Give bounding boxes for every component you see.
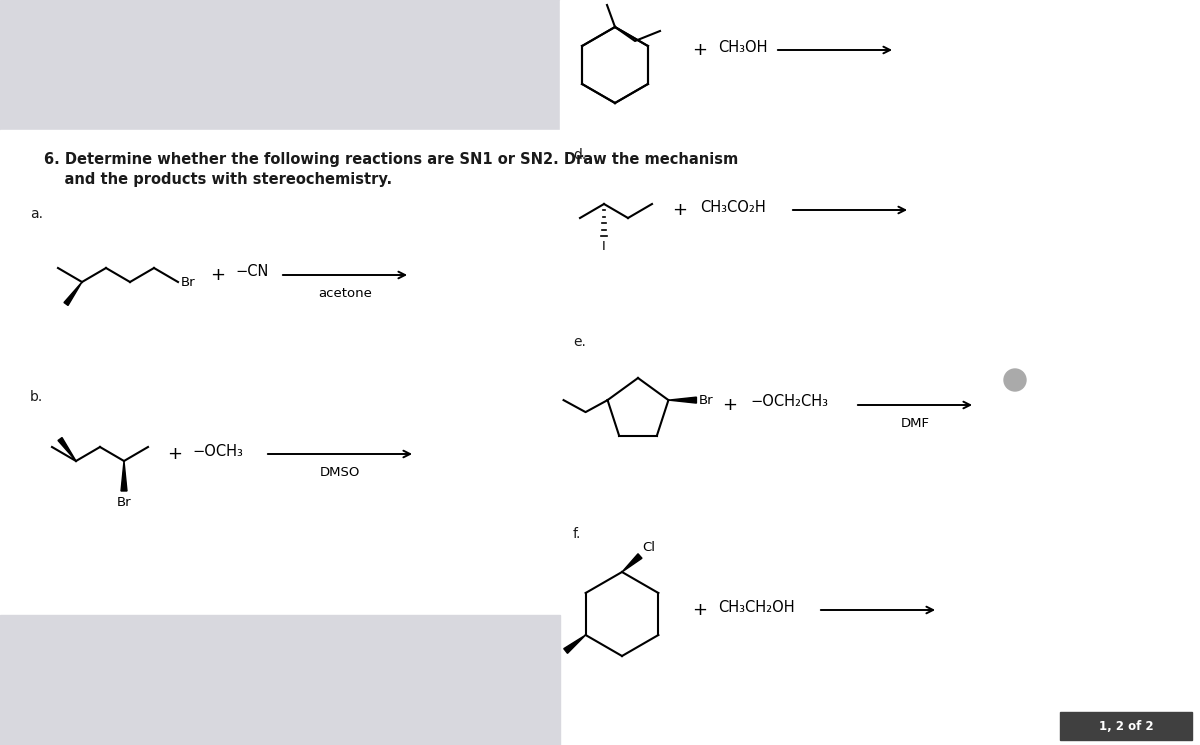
Text: +: + [672, 201, 688, 219]
Text: e.: e. [574, 335, 586, 349]
Text: b.: b. [30, 390, 43, 404]
Text: CH₃OH: CH₃OH [718, 39, 768, 54]
Text: DMF: DMF [900, 417, 930, 430]
Text: CH₃CH₂OH: CH₃CH₂OH [718, 600, 794, 615]
Text: Br: Br [116, 496, 131, 509]
Text: DMSO: DMSO [320, 466, 360, 479]
Text: Br: Br [590, 0, 605, 2]
Text: +: + [692, 601, 708, 619]
Circle shape [1004, 369, 1026, 391]
Bar [560, 0, 1200, 745]
Text: CH₃CO₂H: CH₃CO₂H [700, 200, 766, 215]
Text: I: I [602, 240, 606, 253]
Text: 1, 2 of 2: 1, 2 of 2 [1099, 720, 1153, 732]
Polygon shape [64, 282, 82, 305]
Text: d.: d. [574, 148, 587, 162]
Polygon shape [668, 397, 696, 403]
Polygon shape [58, 437, 76, 461]
Bar [1060, 712, 1192, 740]
Text: +: + [168, 445, 182, 463]
Polygon shape [564, 635, 586, 653]
Text: −CN: −CN [235, 264, 269, 279]
Text: Br: Br [181, 276, 196, 288]
Text: a.: a. [30, 207, 43, 221]
Text: +: + [210, 266, 226, 284]
Bar [0, 130, 560, 615]
Text: acetone: acetone [318, 287, 372, 300]
Text: −OCH₃: −OCH₃ [192, 443, 242, 458]
Text: −OCH₂CH₃: −OCH₂CH₃ [750, 395, 828, 410]
Polygon shape [121, 461, 127, 491]
Text: Cl: Cl [642, 541, 655, 554]
Text: +: + [722, 396, 738, 414]
Text: f.: f. [574, 527, 581, 541]
Text: +: + [692, 41, 708, 59]
Text: and the products with stereochemistry.: and the products with stereochemistry. [44, 172, 392, 187]
Polygon shape [622, 554, 642, 572]
Text: Br: Br [698, 393, 713, 407]
Text: 6. Determine whether the following reactions are SN1 or SN2. Draw the mechanism: 6. Determine whether the following react… [44, 152, 738, 167]
Bar [0, 615, 560, 745]
